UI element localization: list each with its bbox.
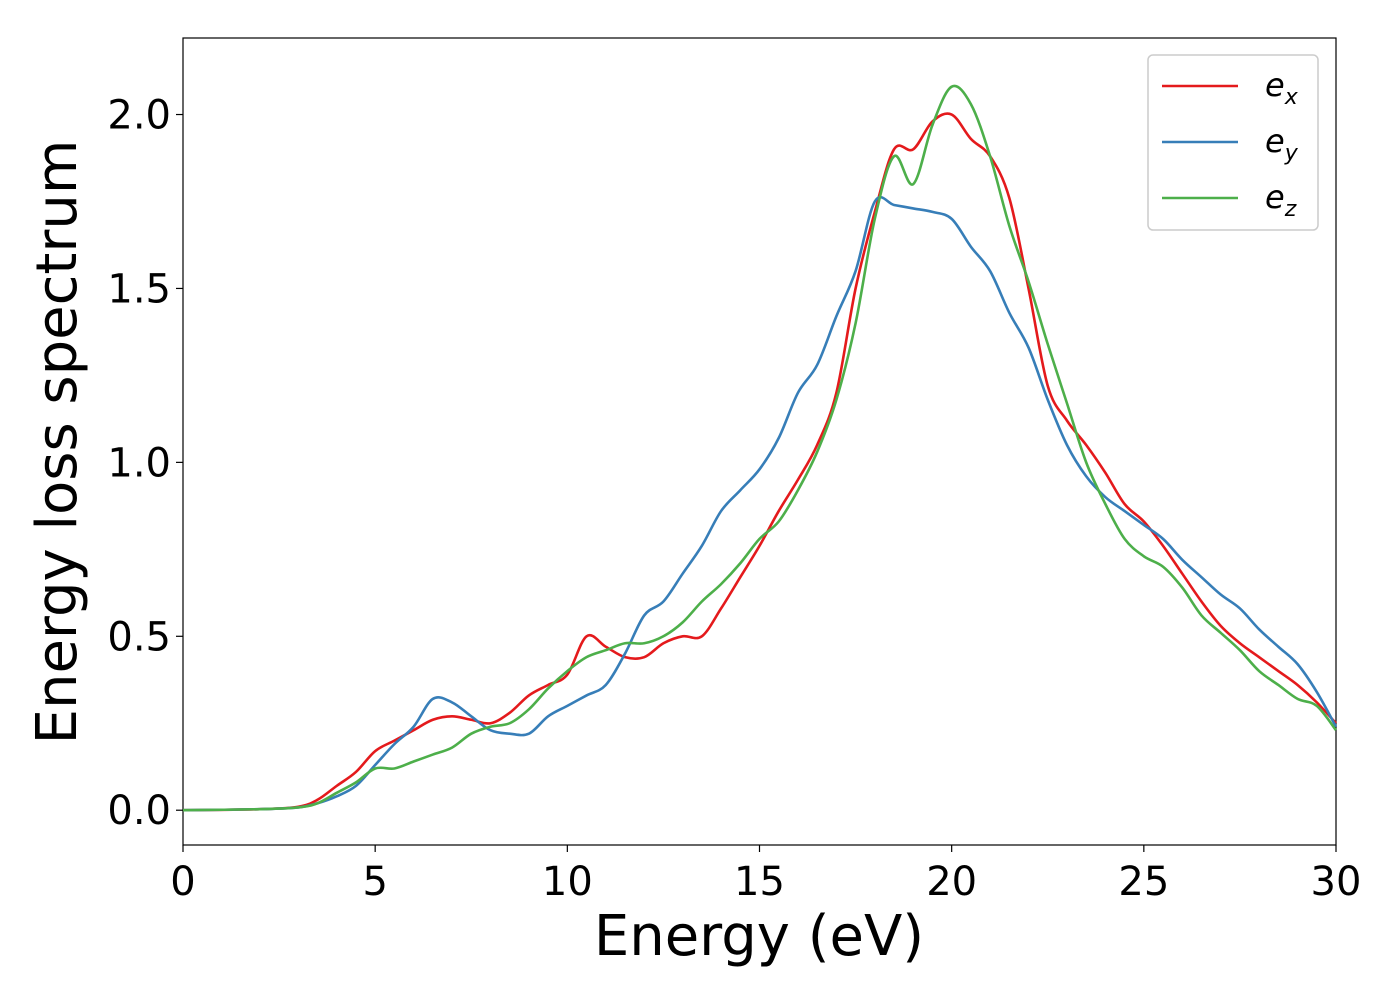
series-line-e_y [182, 195, 1338, 812]
legend-label-e_x: ex [1265, 66, 1299, 110]
x-tick-label: 15 [734, 859, 785, 905]
legend: ex ey ez [1147, 54, 1319, 231]
x-axis-ticks: 0 5 10 15 20 25 30 [170, 845, 1361, 905]
x-tick-label: 30 [1311, 859, 1362, 905]
y-axis-ticks: 0.0 0.5 1.0 1.5 2.0 [107, 93, 183, 834]
x-tick-label: 10 [542, 859, 593, 905]
x-tick-label: 5 [362, 859, 387, 905]
x-axis-label: Energy (eV) [594, 904, 924, 969]
y-tick-label: 1.5 [107, 266, 171, 312]
y-tick-label: 2.0 [107, 93, 171, 139]
y-tick-label: 0.0 [107, 788, 171, 834]
legend-label-e_z: ez [1265, 178, 1297, 222]
x-tick-label: 20 [926, 859, 977, 905]
x-tick-label: 0 [170, 859, 195, 905]
series-layer [182, 84, 1338, 812]
y-tick-label: 0.5 [107, 614, 171, 660]
legend-label-e_y: ey [1265, 122, 1299, 166]
series-line-e_z [182, 84, 1338, 812]
x-tick-label: 25 [1118, 859, 1169, 905]
y-axis-label: Energy loss spectrum [25, 140, 90, 745]
y-tick-label: 1.0 [107, 440, 171, 486]
